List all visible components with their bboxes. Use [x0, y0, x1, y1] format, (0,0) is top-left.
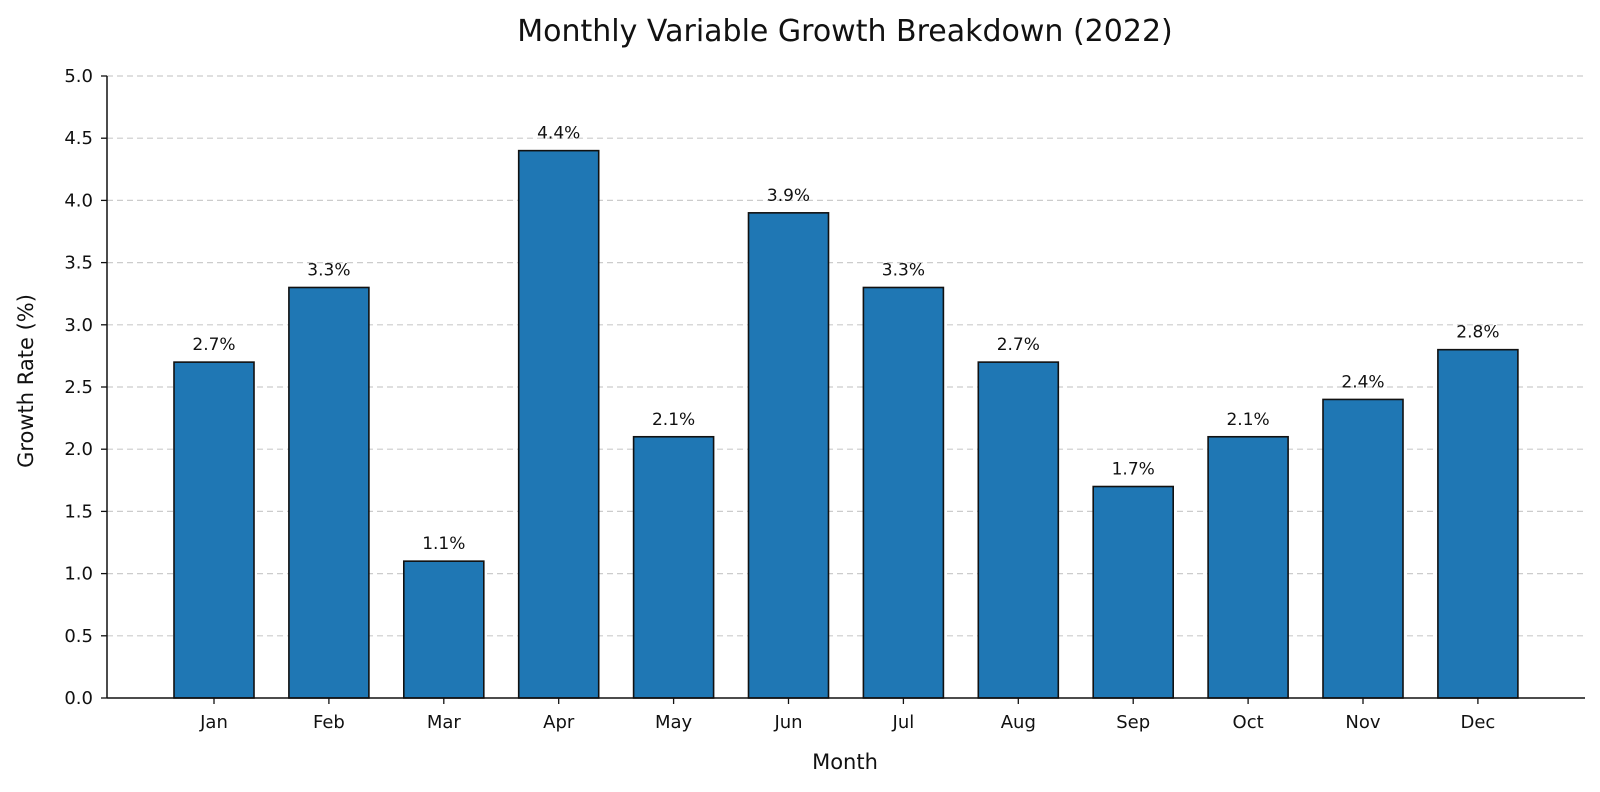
value-labels: 2.7% 3.3% 1.1% 4.4% 2.1% 3.9% 3.3% 2.7% 1.7% 2.1%… — [192, 124, 1499, 555]
x-tick-label-oct: Oct — [1233, 712, 1264, 733]
y-tick-label-3: 1.5 — [64, 501, 93, 522]
bar-dec — [1437, 348, 1519, 699]
bar-aug — [977, 361, 1060, 699]
value-label-sep: 1.7% — [1112, 460, 1155, 480]
y-tick-label-5: 2.5 — [64, 377, 93, 398]
x-tick-label-jul: Jul — [892, 712, 915, 733]
value-label-may: 2.1% — [652, 410, 695, 430]
value-label-feb: 3.3% — [307, 260, 350, 280]
x-axis-ticks: Jan Feb Mar Apr May Jun Jul Aug Sep Oct Nov Dec — [199, 698, 1495, 733]
y-tick-label-8: 4.0 — [64, 190, 93, 211]
bar-may — [632, 435, 715, 699]
value-label-nov: 2.4% — [1341, 372, 1384, 392]
value-label-aug: 2.7% — [997, 335, 1040, 355]
y-tick-label-7: 3.5 — [64, 253, 93, 274]
x-tick-label-aug: Aug — [1001, 712, 1036, 733]
bar-jul — [862, 286, 945, 699]
x-tick-label-feb: Feb — [313, 712, 345, 733]
value-label-jul: 3.3% — [882, 260, 925, 280]
x-tick-label-mar: Mar — [427, 712, 462, 733]
x-tick-label-jun: Jun — [773, 712, 802, 733]
bar-sep — [1092, 485, 1174, 699]
bar-feb — [288, 286, 370, 699]
y-tick-label-2: 1.0 — [64, 564, 93, 585]
y-tick-label-9: 4.5 — [64, 128, 93, 149]
value-label-apr: 4.4% — [537, 124, 580, 144]
x-tick-label-may: May — [655, 712, 693, 733]
x-tick-label-sep: Sep — [1116, 712, 1150, 733]
y-tick-label-10: 5.0 — [64, 66, 93, 87]
bar-apr — [517, 149, 600, 699]
y-axis-ticks: 0.0 0.5 1.0 1.5 2.0 2.5 3.0 3.5 4.0 4.5 5.0 — [64, 66, 107, 709]
x-tick-label-jan: Jan — [199, 712, 228, 733]
value-label-dec: 2.8% — [1456, 323, 1499, 343]
y-tick-label-1: 0.5 — [64, 626, 93, 647]
value-label-oct: 2.1% — [1226, 410, 1269, 430]
x-tick-label-nov: Nov — [1345, 712, 1380, 733]
x-tick-label-apr: Apr — [543, 712, 575, 733]
bar-oct — [1207, 435, 1289, 699]
y-tick-label-4: 2.0 — [64, 439, 93, 460]
y-tick-label-0: 0.0 — [64, 688, 93, 709]
value-label-jun: 3.9% — [767, 186, 810, 206]
bars — [173, 149, 1519, 699]
chart-title: Monthly Variable Growth Breakdown (2022) — [517, 14, 1173, 49]
value-label-mar: 1.1% — [422, 534, 465, 554]
value-label-jan: 2.7% — [192, 335, 235, 355]
bar-mar — [402, 560, 485, 699]
y-axis-label: Growth Rate (%) — [14, 294, 38, 468]
bar-nov — [1322, 398, 1404, 699]
y-tick-label-6: 3.0 — [64, 315, 93, 336]
x-axis-label: Month — [812, 750, 878, 774]
x-tick-label-dec: Dec — [1460, 712, 1495, 733]
bar-jan — [173, 361, 255, 699]
bar-jun — [747, 212, 830, 699]
